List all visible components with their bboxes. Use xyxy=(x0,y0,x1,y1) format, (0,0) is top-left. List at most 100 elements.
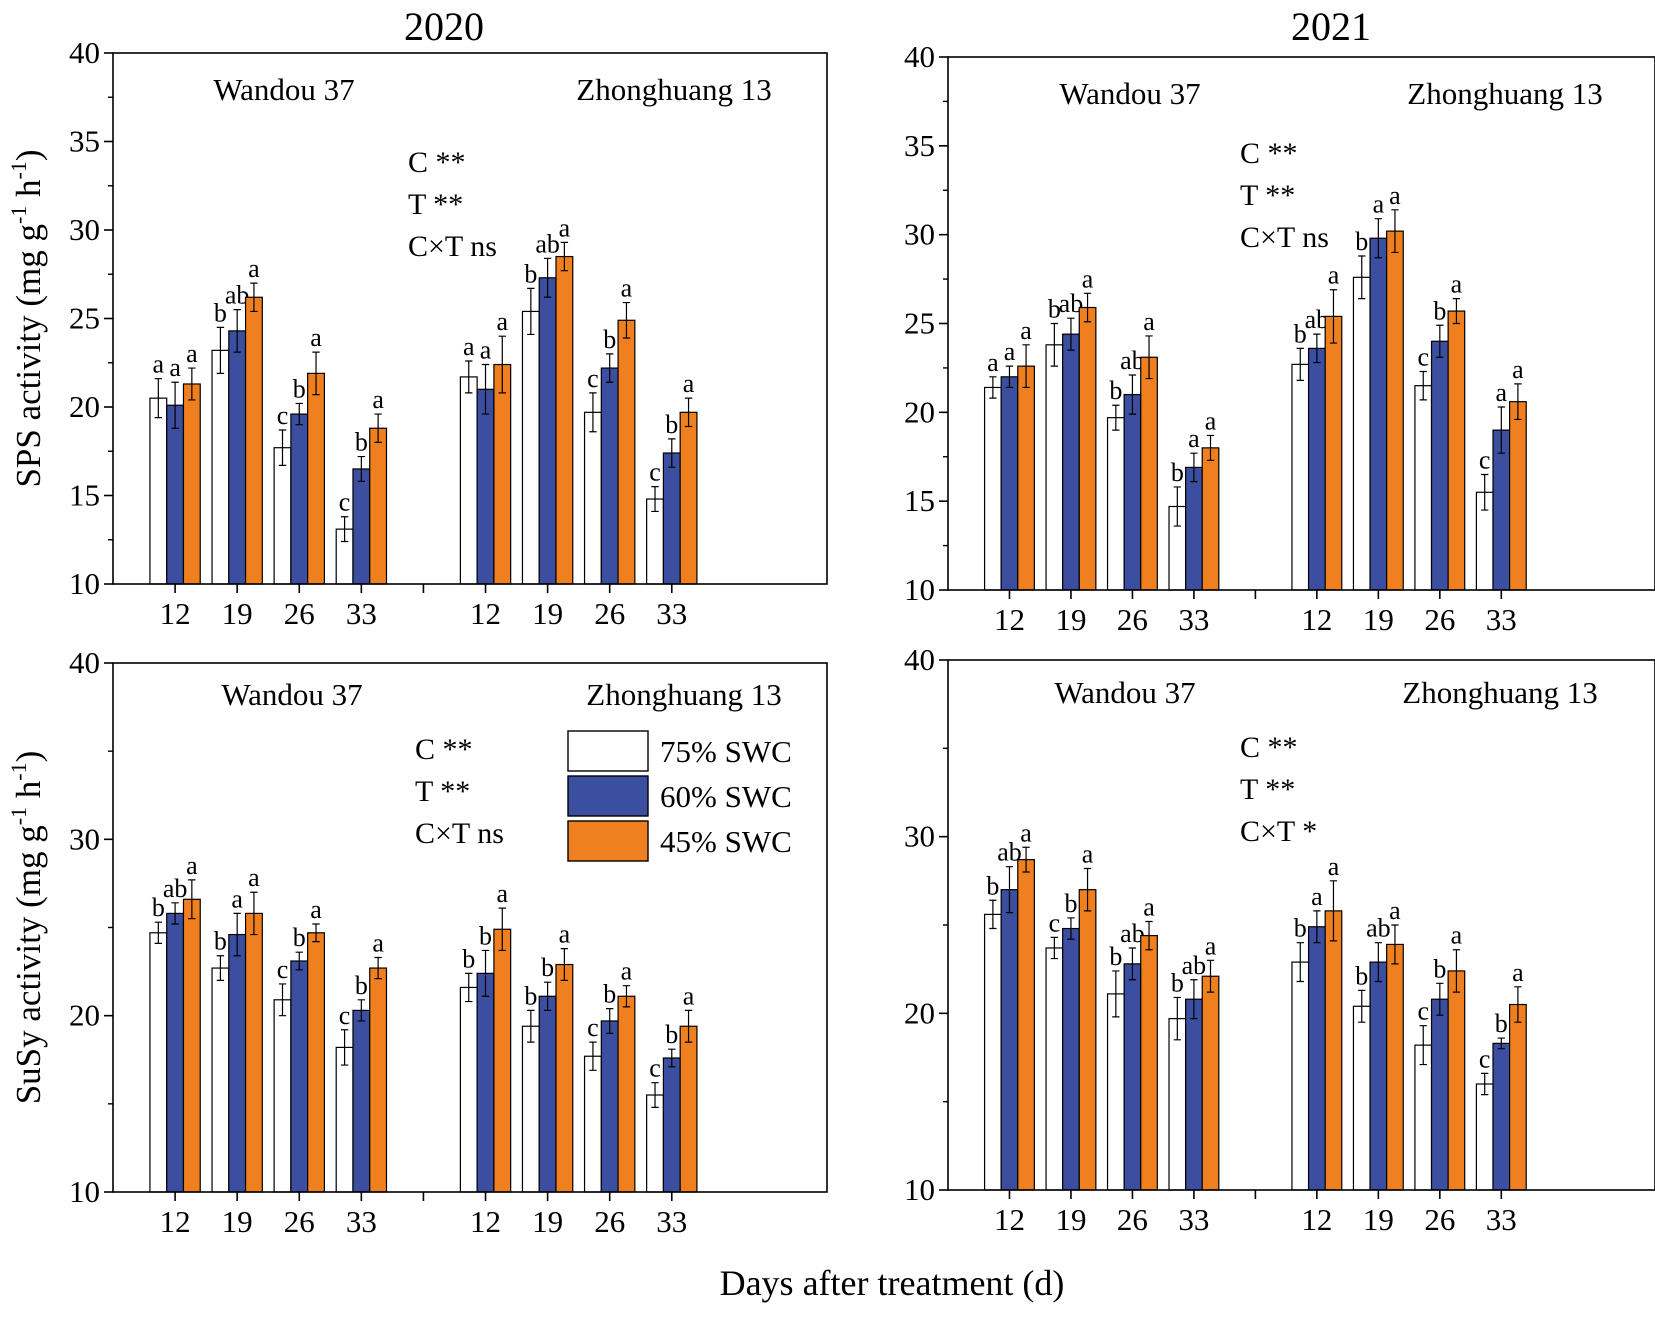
y-tick-label: 15 xyxy=(69,478,100,513)
bar-45-swc-wandou-37-d19 xyxy=(1078,306,1097,591)
error-bar xyxy=(498,335,506,394)
bar-75-swc-wandou-37-d19 xyxy=(1045,344,1064,591)
significance-letter: c xyxy=(339,488,351,517)
anova-annotation: T ** xyxy=(415,775,470,808)
bar-75-swc-zhonghuang-13-d12 xyxy=(459,986,478,1193)
group-label: Zhonghuang 13 xyxy=(1407,76,1602,111)
y-tick-label: 10 xyxy=(904,572,935,607)
significance-letter: a xyxy=(1205,406,1217,435)
significance-letter: a xyxy=(169,353,181,382)
significance-letter: b xyxy=(603,980,616,1009)
bar-45-swc-zhonghuang-13-d19 xyxy=(1386,943,1404,1191)
error-bar xyxy=(154,921,163,944)
bar-45-swc-wandou-37-d33 xyxy=(369,967,388,1193)
significance-letter: a xyxy=(559,920,571,949)
error-bar xyxy=(250,282,258,313)
bar-75-swc-zhonghuang-13-d26 xyxy=(1414,385,1433,591)
y-tick-label: 10 xyxy=(904,1172,935,1207)
significance-letter: a xyxy=(987,348,999,377)
bar-45-swc-zhonghuang-13-d12 xyxy=(1324,910,1343,1191)
legend-label: 60% SWC xyxy=(660,779,792,814)
error-bar xyxy=(668,1048,676,1068)
x-tick-label: 12 xyxy=(994,602,1025,637)
significance-letter: b xyxy=(524,259,537,288)
error-bar xyxy=(1436,982,1444,1016)
significance-letter: b xyxy=(1433,296,1446,325)
x-tick-label: 26 xyxy=(284,1204,315,1239)
y-axis-title: SuSy activity (mg g-1 h-1) xyxy=(6,751,48,1105)
bar-45-swc-zhonghuang-13-d26 xyxy=(1447,310,1466,591)
error-bar xyxy=(651,486,659,513)
significance-letter: a xyxy=(1389,181,1401,210)
x-tick-label: 12 xyxy=(1301,1202,1332,1237)
legend-label: 45% SWC xyxy=(660,824,792,859)
error-bar xyxy=(1419,370,1427,401)
error-bar xyxy=(233,309,241,353)
x-tick-label: 19 xyxy=(1363,1202,1394,1237)
bar-45-swc-zhonghuang-13-d19 xyxy=(555,963,574,1193)
error-bar xyxy=(1374,218,1382,259)
significance-letter: b xyxy=(541,953,554,982)
error-bar xyxy=(278,429,287,467)
bar-45-swc-wandou-37-d19 xyxy=(244,296,263,585)
panel-year-title: 2020 xyxy=(404,4,484,49)
legend-swatch xyxy=(567,730,649,772)
significance-letter: c xyxy=(277,401,289,430)
significance-letter: ab xyxy=(535,229,560,258)
significance-letter: b xyxy=(1355,227,1368,256)
y-tick-label: 30 xyxy=(69,212,100,247)
y-axis-title: SPS activity (mg g-1 h-1) xyxy=(6,149,48,487)
bar-75-swc-wandou-37-d19 xyxy=(211,967,230,1193)
bar-45-swc-zhonghuang-13-d26 xyxy=(617,319,636,585)
bar-75-swc-wandou-37-d12 xyxy=(149,932,168,1193)
x-tick-label: 12 xyxy=(470,596,501,631)
group-label: Zhonghuang 13 xyxy=(586,677,781,712)
bar-75-swc-zhonghuang-13-d12 xyxy=(1291,363,1310,591)
significance-letter: a xyxy=(1004,337,1016,366)
error-bar xyxy=(1514,986,1522,1023)
bar-60-swc-wandou-37-d19 xyxy=(228,330,247,585)
error-bar xyxy=(312,351,320,396)
error-bar xyxy=(1391,924,1399,965)
superscript: -1 xyxy=(6,206,31,224)
bar-45-swc-wandou-37-d26 xyxy=(307,372,326,585)
panel-sps2020: abccabccaabbbaabbbaaaaaaaa10152025303540… xyxy=(6,4,828,631)
significance-letter: b xyxy=(214,298,227,327)
significance-letter: b xyxy=(1171,968,1184,997)
error-bar xyxy=(1067,917,1075,940)
error-bar xyxy=(295,951,303,971)
significance-letter: b xyxy=(479,921,492,950)
significance-letter: b xyxy=(1109,942,1122,971)
error-bar xyxy=(1022,846,1030,873)
x-tick-label: 26 xyxy=(1117,602,1148,637)
bar-60-swc-zhonghuang-13-d26 xyxy=(600,367,619,585)
error-bar xyxy=(216,955,225,981)
bar-45-swc-wandou-37-d26 xyxy=(307,932,326,1193)
group-label: Zhonghuang 13 xyxy=(1402,675,1597,710)
bar-60-swc-wandou-37-d12 xyxy=(1000,889,1019,1191)
anova-annotation: C ** xyxy=(408,146,466,179)
x-tick-label: 26 xyxy=(594,596,625,631)
bar-60-swc-zhonghuang-13-d33 xyxy=(662,1057,681,1193)
bar-45-swc-wandou-37-d12 xyxy=(1017,365,1035,591)
error-bar xyxy=(1481,473,1489,511)
bar-60-swc-zhonghuang-13-d33 xyxy=(1492,1042,1511,1191)
bar-60-swc-wandou-37-d26 xyxy=(1123,963,1142,1191)
panel-year-title: 2021 xyxy=(1291,4,1371,49)
x-tick-label: 12 xyxy=(994,1202,1025,1237)
x-tick-label: 33 xyxy=(1178,602,1209,637)
error-bar xyxy=(1067,317,1075,351)
anova-annotation: C ** xyxy=(415,733,473,766)
bar-60-swc-zhonghuang-13-d33 xyxy=(1492,429,1511,591)
error-bar xyxy=(1358,989,1366,1023)
bar-45-swc-zhonghuang-13-d26 xyxy=(617,995,636,1193)
y-tick-label: 25 xyxy=(69,301,100,336)
error-bar xyxy=(1452,298,1461,325)
y-tick-label: 25 xyxy=(904,306,935,341)
error-bar xyxy=(1128,947,1137,981)
bar-60-swc-zhonghuang-13-d26 xyxy=(600,1020,619,1193)
label-part: SPS activity (mg g xyxy=(9,224,48,488)
